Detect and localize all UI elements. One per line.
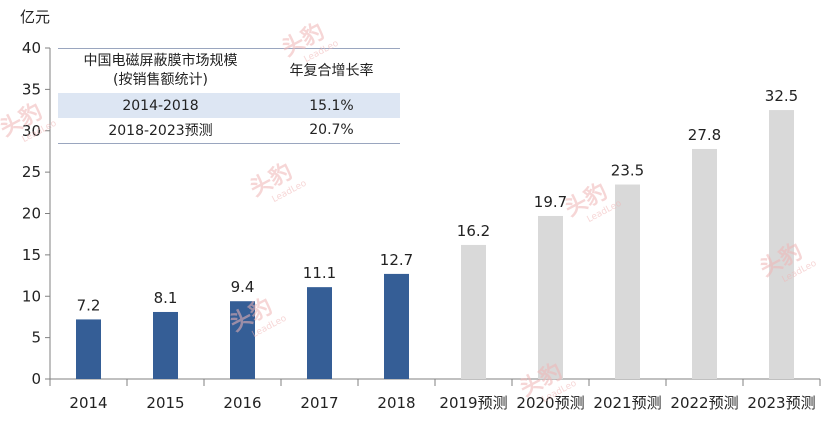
table-cell-cagr: 20.7% [263, 118, 400, 144]
table-cell-period: 2014-2018 [122, 97, 199, 114]
table-header-row: 中国电磁屏蔽膜市场规模 (按销售额统计) 年复合增长率 [58, 48, 400, 93]
y-tick-label: 0 [31, 370, 41, 388]
data-label: 11.1 [303, 264, 336, 282]
bar-2015 [153, 311, 178, 379]
y-tick-label: 10 [22, 287, 41, 305]
table-header-cagr: 年复合增长率 [263, 48, 400, 93]
x-tick-label: 2015 [146, 394, 184, 412]
y-tick-label: 25 [22, 163, 41, 181]
x-tick-label: 2022预测 [670, 394, 738, 412]
data-label: 9.4 [231, 278, 255, 296]
x-tick-label: 2014 [69, 394, 107, 412]
x-tick-label: 2020预测 [516, 394, 584, 412]
data-label: 8.1 [154, 289, 178, 307]
table-row: 2014-2018 15.1% [58, 93, 400, 118]
x-tick-label: 2016 [223, 394, 261, 412]
header-subtitle: (按销售额统计) [113, 72, 208, 88]
data-label: 16.2 [457, 222, 490, 240]
y-tick-label: 40 [22, 39, 41, 57]
data-label: 7.2 [77, 296, 101, 314]
bar-2021预测 [615, 184, 640, 379]
x-tick-label: 2021预测 [593, 394, 661, 412]
table-cell-cagr: 15.1% [309, 97, 354, 114]
bar-2018 [384, 273, 409, 379]
bar-2023预测 [769, 110, 794, 379]
y-tick-label: 20 [22, 205, 41, 223]
x-axis: 2014 2015 2016 2017 2018 2019预测 2020预测 2021预测 20… [49, 378, 821, 412]
y-tick-label: 35 [22, 80, 41, 98]
data-label: 32.5 [765, 87, 798, 105]
cagr-table: 中国电磁屏蔽膜市场规模 (按销售额统计) 年复合增长率 2014-2018 15… [58, 48, 400, 144]
bar-2014 [76, 319, 101, 379]
bar-2019预测 [461, 244, 486, 379]
x-tick-label: 2018 [377, 394, 415, 412]
header-title: 中国电磁屏蔽膜市场规模 [83, 53, 238, 69]
y-axis-unit-label: 亿元 [20, 8, 51, 26]
bar-2016 [230, 301, 255, 379]
value-labels: 7.2 8.1 9.4 11.1 12.7 16.2 19.7 23.5 27.8 32.5 [77, 87, 799, 314]
x-tick-label: 2019预测 [439, 394, 507, 412]
table-cell-period: 2018-2023预测 [58, 118, 263, 144]
table-header-market-size: 中国电磁屏蔽膜市场规模 (按销售额统计) [58, 48, 263, 93]
bar-2022预测 [692, 148, 717, 379]
data-label: 27.8 [688, 126, 721, 144]
data-label: 12.7 [380, 251, 413, 269]
y-axis: 0 5 10 15 20 25 30 35 40 [22, 39, 51, 388]
y-tick-label: 15 [22, 246, 41, 264]
x-tick-label: 2023预测 [747, 394, 815, 412]
bar-2020预测 [538, 215, 563, 379]
bar-series [76, 110, 794, 379]
y-tick-label: 5 [31, 329, 41, 347]
data-label: 19.7 [534, 193, 567, 211]
bar-2017 [307, 287, 332, 379]
data-label: 23.5 [611, 162, 644, 180]
x-tick-label: 2017 [300, 394, 338, 412]
table-row: 2018-2023预测 20.7% [58, 118, 400, 144]
y-tick-label: 30 [22, 122, 41, 140]
